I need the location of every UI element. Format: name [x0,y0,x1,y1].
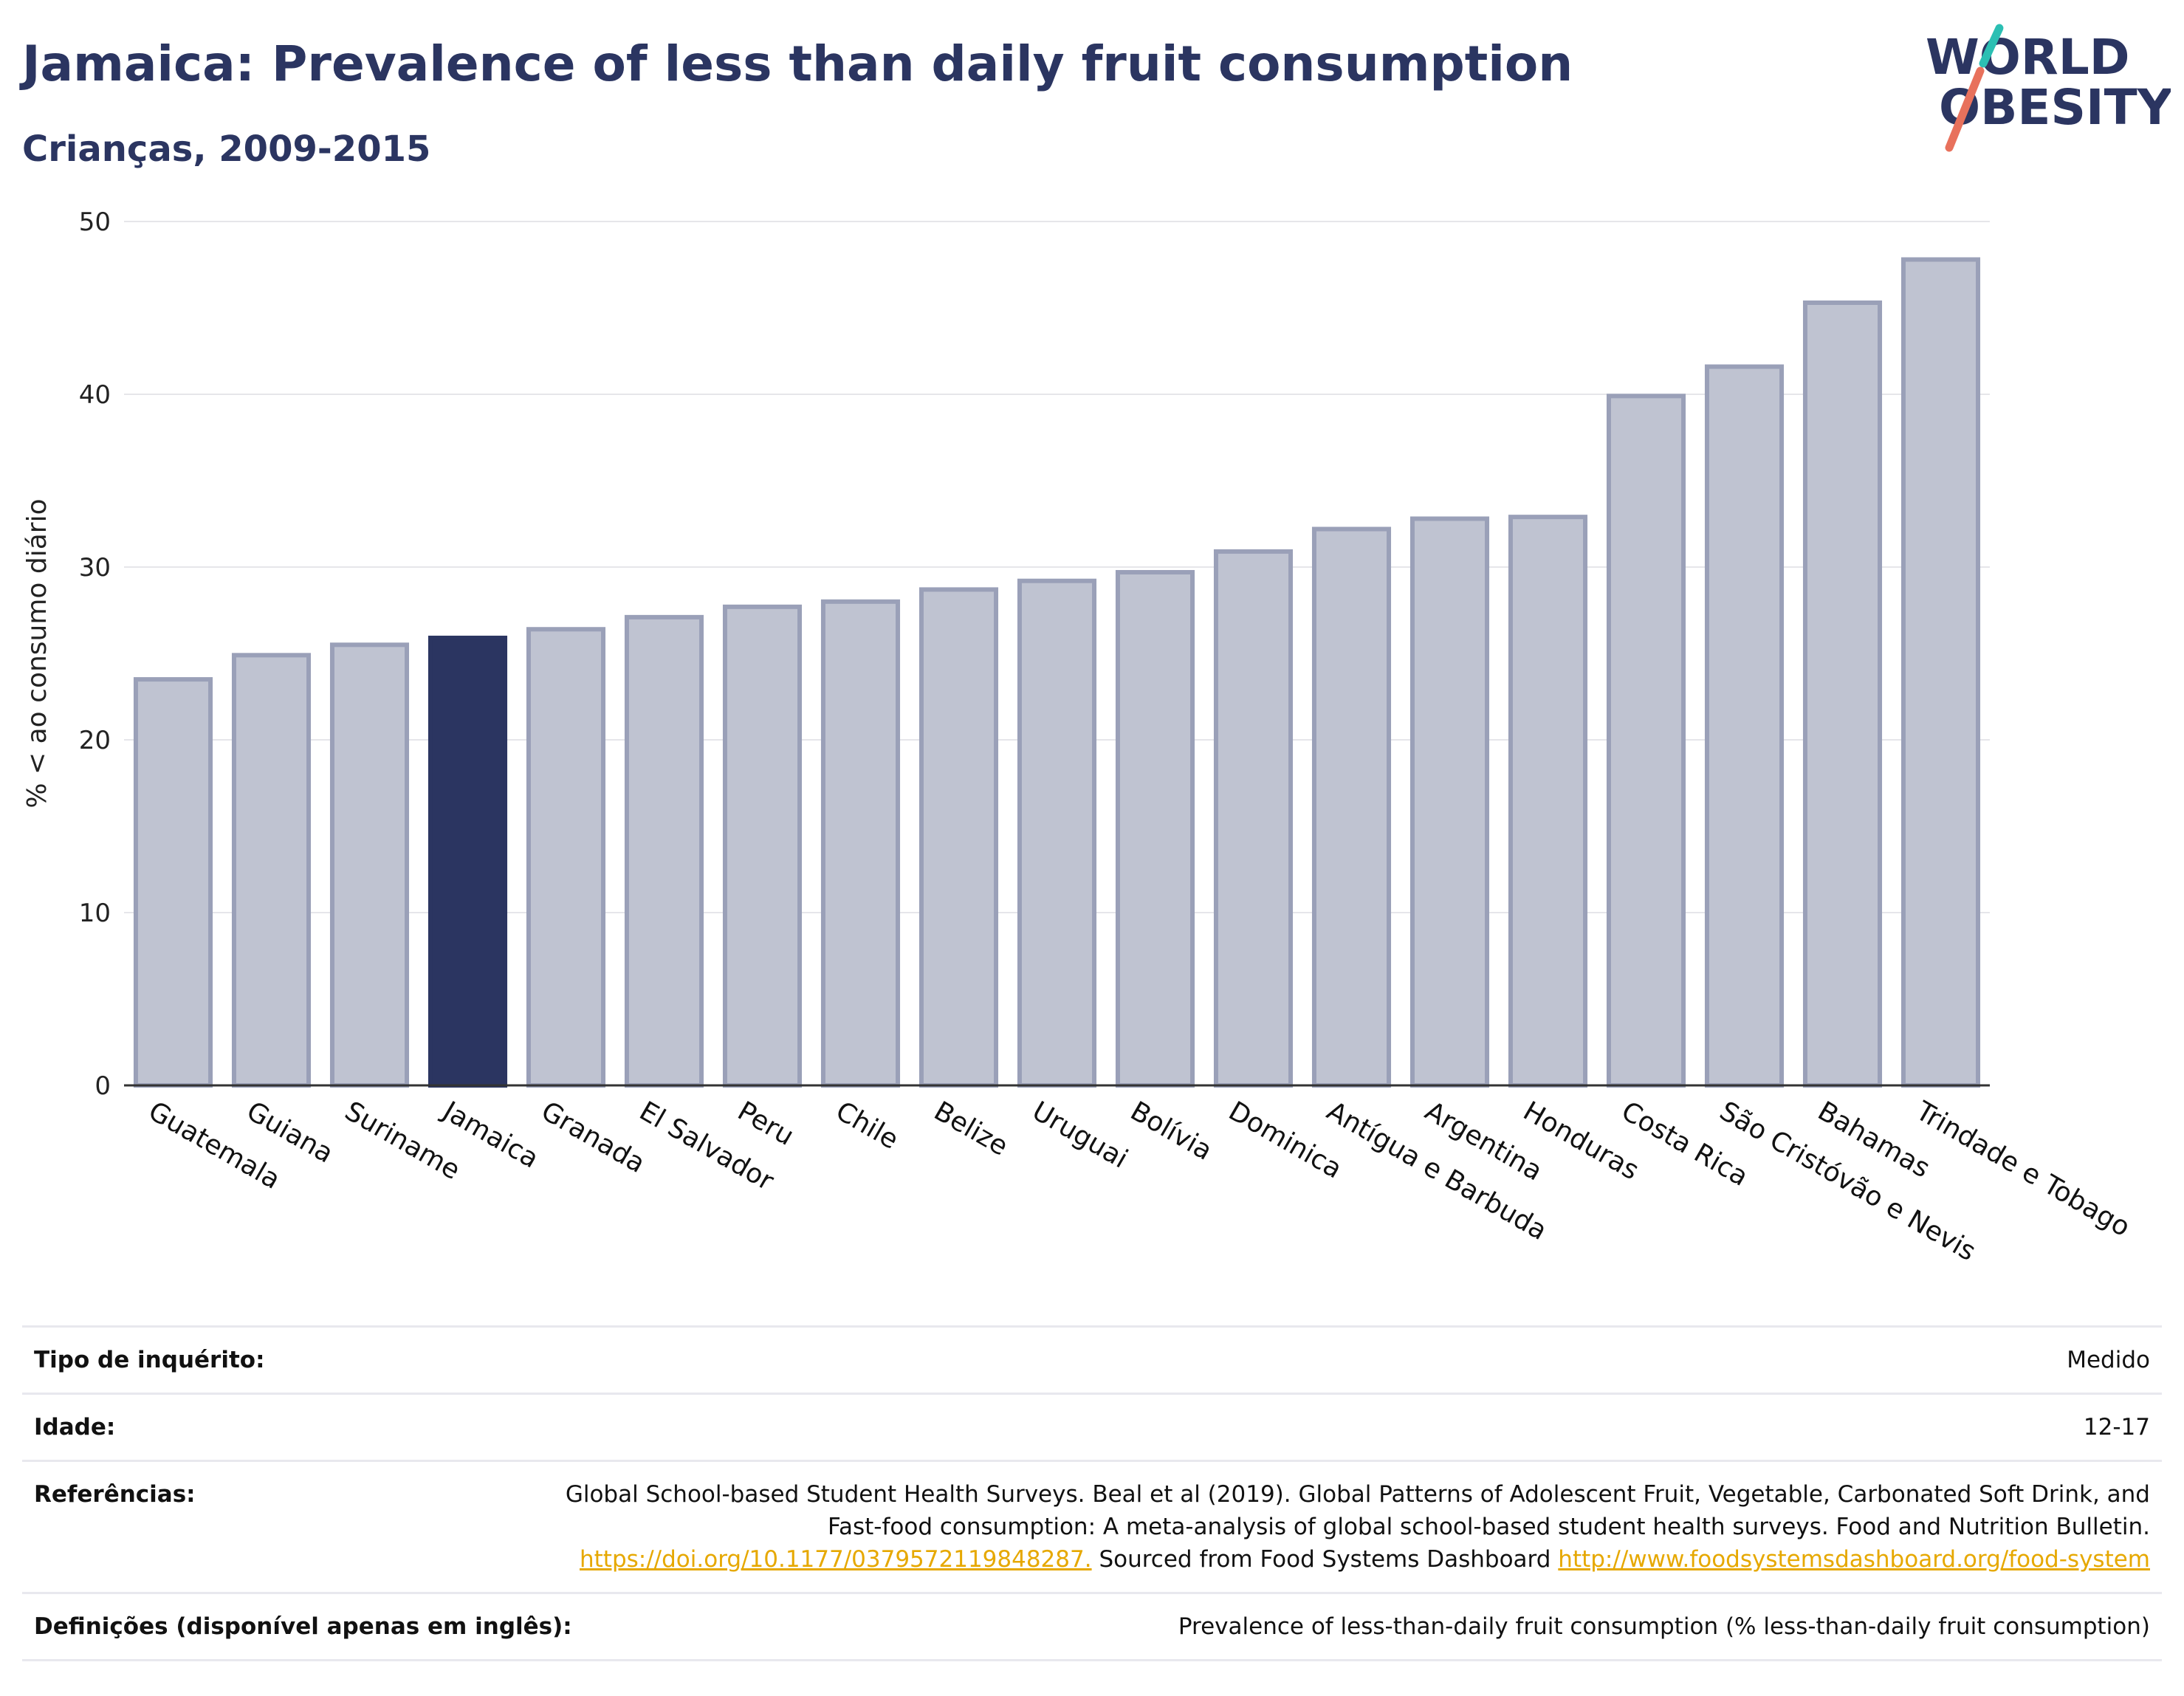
chart-subtitle: Crianças, 2009-2015 [22,128,431,170]
meta-label: Referências: [34,1481,196,1508]
bar-guatemala[interactable] [133,677,213,1088]
logo-text-world: WORLD [1926,29,2130,86]
bar-suriname[interactable] [329,642,410,1088]
bar-chile[interactable] [820,599,901,1088]
bar-el-salvador[interactable] [624,614,704,1088]
world-obesity-logo[interactable]: WORLD OBESITY [1920,21,2171,161]
meta-value: Prevalence of less-than-daily fruit cons… [1178,1613,2150,1640]
chart-title: Jamaica: Prevalence of less than daily f… [22,35,1573,92]
y-tick-label: 50 [79,207,111,237]
y-tick-label: 20 [79,726,111,755]
bar-bolívia[interactable] [1115,570,1195,1088]
bar-dominica[interactable] [1213,549,1294,1088]
logo-slash-coral [1945,66,1985,152]
y-tick-label: 30 [79,553,111,583]
bar-são-cristóvão-e-nevis[interactable] [1704,364,1785,1088]
doi-link[interactable]: https://doi.org/10.1177/0379572119848287… [580,1546,1092,1573]
bar-peru[interactable] [722,604,803,1088]
bar-honduras[interactable] [1508,515,1588,1088]
x-tick-label: Uruguai [1027,1096,1133,1174]
y-tick-labels: 0 10 20 30 40 50 [79,207,111,1101]
y-tick-label: 0 [95,1071,111,1101]
bar-guiana[interactable] [231,653,312,1088]
reference-text: Global School-based Student Health Surve… [565,1481,2150,1540]
meta-value-references: Global School-based Student Health Surve… [526,1478,2150,1576]
meta-row-references: Referências: Global School-based Student… [22,1460,2162,1592]
meta-label: Idade: [34,1414,116,1441]
y-axis-label: % < ao consumo diário [22,498,52,808]
bar-antígua-e-barbuda[interactable] [1311,526,1392,1088]
meta-value: 12-17 [2083,1414,2150,1441]
x-tick-label: Belize [929,1096,1013,1161]
bar-granada[interactable] [526,627,606,1088]
meta-label: Tipo de inquérito: [34,1347,265,1373]
bar-costa-rica[interactable] [1606,394,1686,1088]
x-tick-label: Bolívia [1125,1096,1218,1167]
meta-row-definitions: Definições (disponível apenas em inglês)… [22,1592,2162,1661]
meta-label: Definições (disponível apenas em inglês)… [34,1613,572,1640]
metadata-table: Tipo de inquérito: Medido Idade: 12-17 R… [22,1325,2162,1661]
y-tick-label: 10 [79,899,111,928]
logo-text-obesity: OBESITY [1939,79,2171,136]
y-tick-label: 40 [79,380,111,410]
bar-belize[interactable] [918,587,999,1088]
meta-row-survey-type: Tipo de inquérito: Medido [22,1325,2162,1393]
bar-uruguai[interactable] [1017,578,1097,1088]
bar-bahamas[interactable] [1802,300,1883,1088]
bars [133,257,1981,1088]
bar-jamaica[interactable] [427,635,508,1088]
logo-slash-teal [1979,24,2004,68]
bar-argentina[interactable] [1409,516,1490,1088]
x-tick-label: Chile [831,1096,904,1156]
meta-value: Medido [2067,1347,2150,1373]
food-systems-dashboard-link[interactable]: http://www.foodsystemsdashboard.org/food… [1558,1546,2150,1573]
reference-source-text: Sourced from Food Systems Dashboard [1099,1546,1551,1573]
x-tick-label: Granada [536,1096,650,1179]
x-tick-label: Peru [732,1096,799,1152]
bar-trindade-e-tobago[interactable] [1900,257,1981,1088]
meta-row-age: Idade: 12-17 [22,1393,2162,1460]
